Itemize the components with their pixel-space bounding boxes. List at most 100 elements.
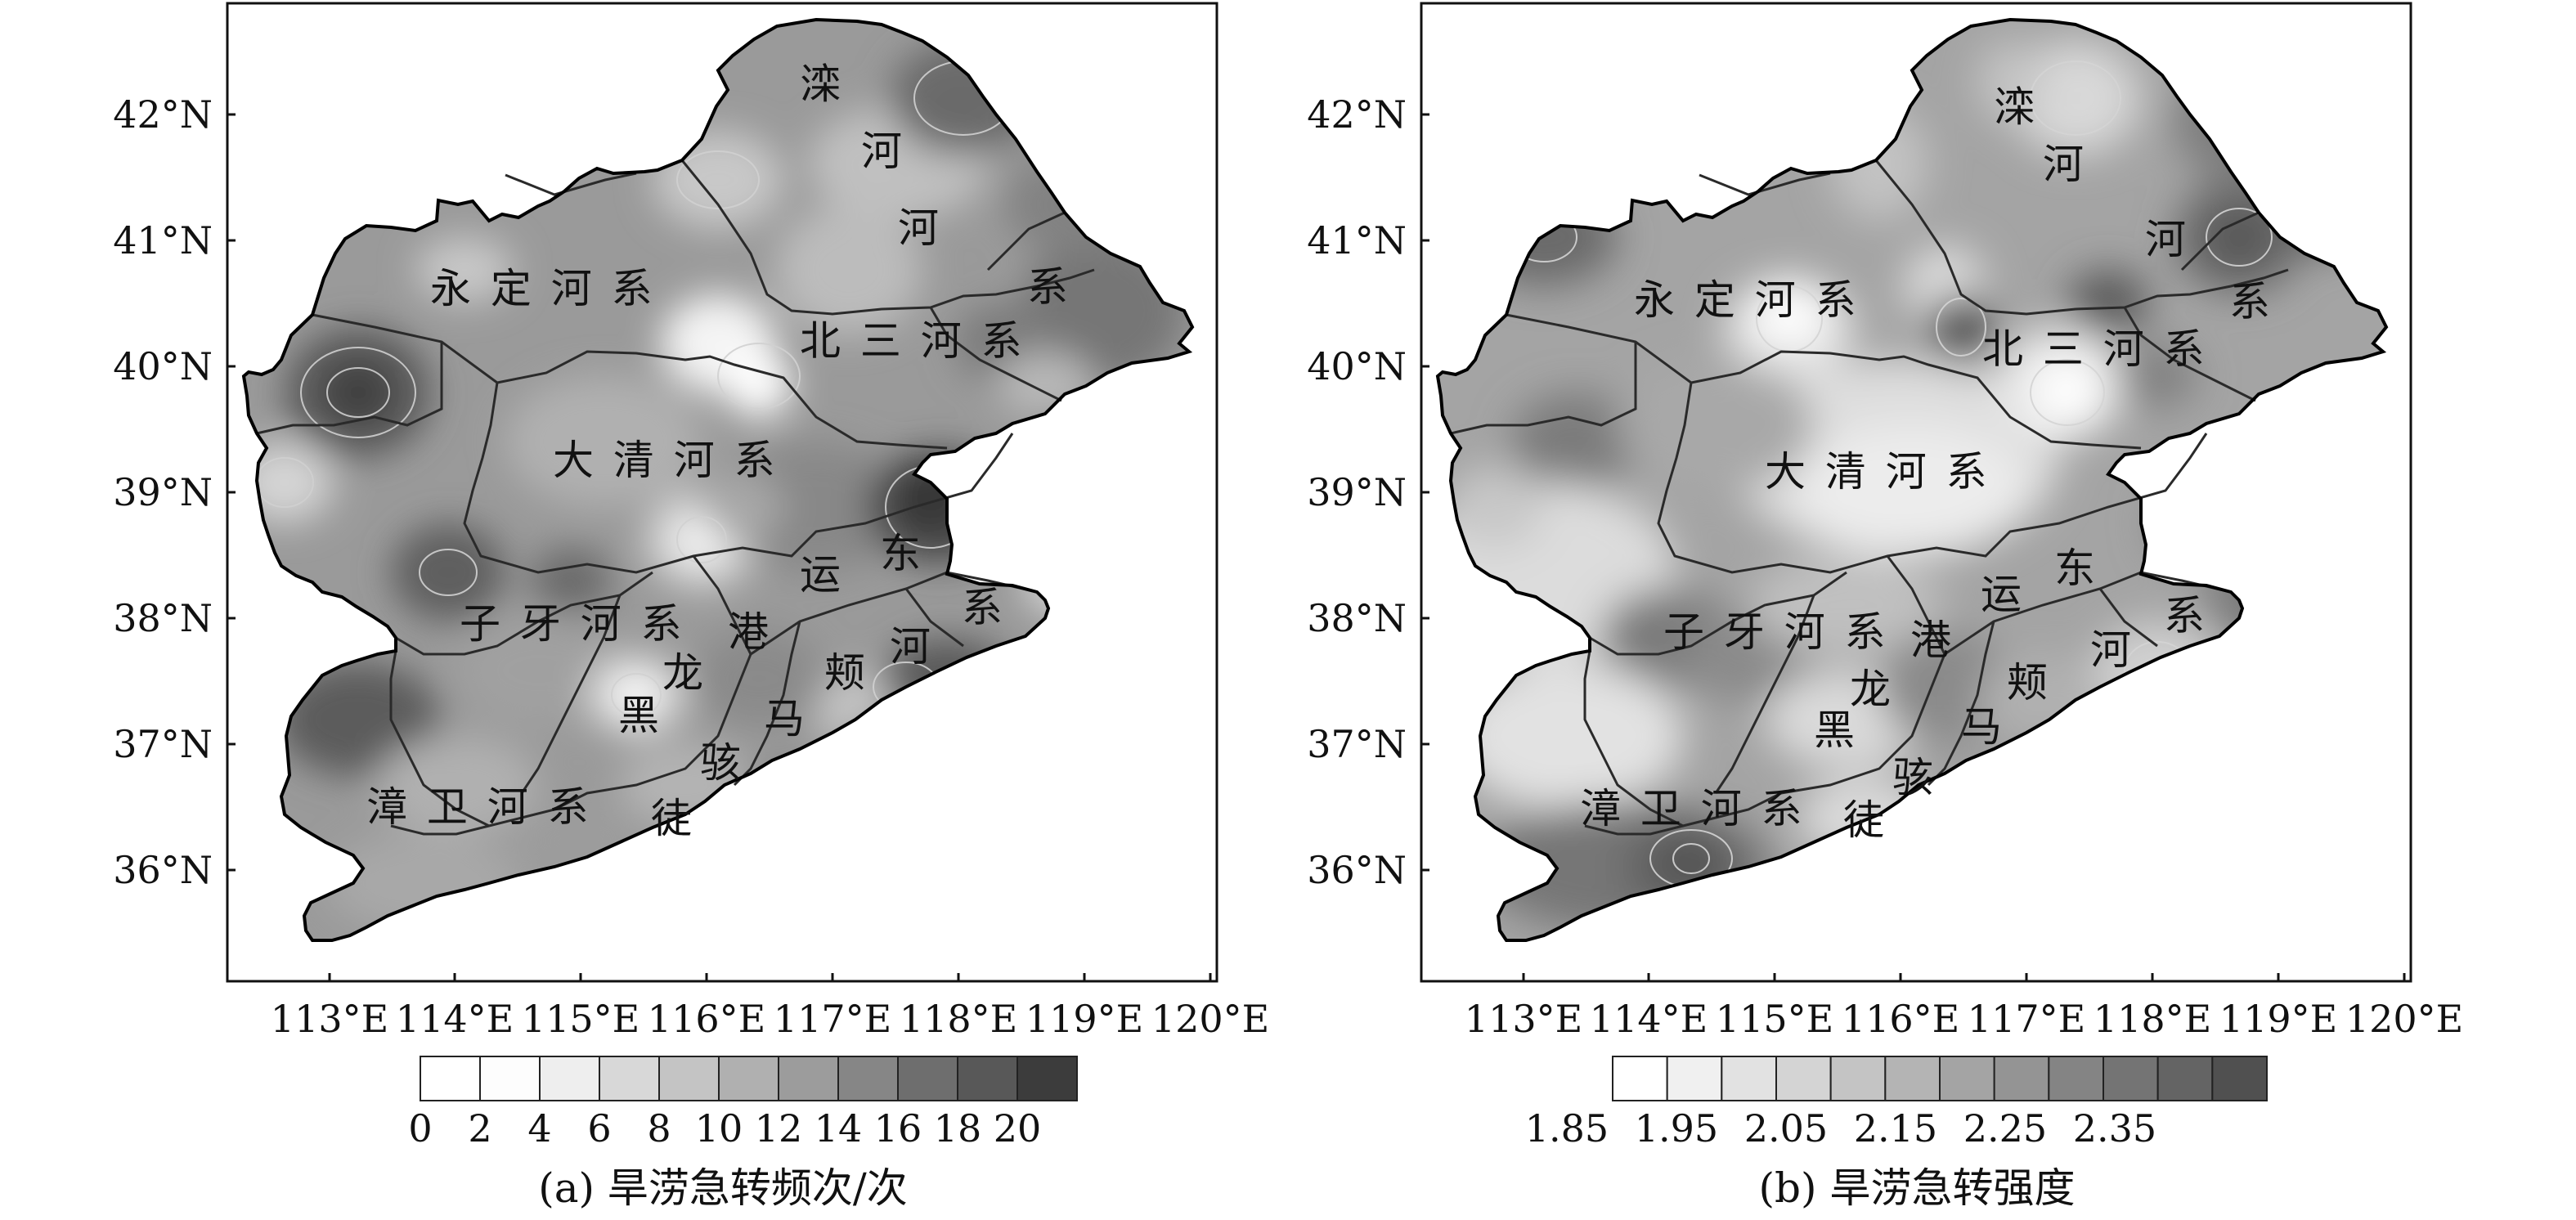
region-label-ziya: 子 牙 河 系 [1663,608,1889,656]
region-label-hai: 骇 [700,739,744,787]
colorbar-swatch [1721,1056,1778,1101]
colorbar-swatch [1939,1056,1995,1101]
region-label-hei: 黑 [618,692,662,739]
x-tick-label: 120°E [1151,997,1269,1041]
region-label-dong: 东 [880,530,924,577]
x-axis: 113°E 114°E 115°E 116°E 117°E 118°E 119°… [1465,973,2463,1041]
colorbar-label: 2 [468,1106,491,1150]
region-label-hai: 骇 [1892,754,1936,801]
subbasin-boundaries [256,159,1095,836]
colorbar-swatch [2048,1056,2104,1101]
panel-caption: (b) 旱涝急转强度 [1759,1164,2076,1212]
x-tick-label: 116°E [1842,997,1959,1041]
y-tick-label: 41°N [1307,218,1407,262]
y-tick-label: 37°N [1307,722,1407,766]
colorbar-swatch [718,1056,779,1101]
region-label-luan-2: 河 [861,128,905,175]
colorbar-label: 8 [647,1106,671,1150]
colorbar-swatch [2211,1056,2268,1101]
y-tick-label: 38°N [1307,596,1407,640]
subbasin-boundaries [1450,159,2289,836]
colorbar-swatch [897,1056,958,1101]
region-label-jia: 颊 [2007,659,2051,706]
x-tick-label: 117°E [1968,997,2085,1041]
region-label-tu: 徒 [1843,796,1887,844]
region-label-luan-4: 系 [2229,278,2273,325]
y-tick-label: 37°N [113,722,213,766]
x-tick-label: 113°E [271,997,388,1041]
y-tick-label: 36°N [113,848,213,892]
region-label-dong: 东 [2054,545,2098,592]
y-tick-label: 42°N [113,92,213,137]
y-axis: 42°N 41°N 40°N 39°N 38°N 37°N 36°N [1307,92,1429,892]
colorbar-swatch [539,1056,600,1101]
region-label-gang: 港 [728,608,772,656]
x-tick-label: 114°E [396,997,514,1041]
region-label-luan-2: 河 [2043,141,2087,188]
x-tick-label: 117°E [774,997,891,1041]
colorbar-label: 12 [755,1106,803,1150]
region-label-jia: 颊 [824,649,868,697]
x-tick-label: 118°E [2094,997,2211,1041]
colorbar-label: 2.25 [1963,1106,2047,1150]
region-label-daqing: 大 清 河 系 [553,437,779,484]
x-tick-label: 120°E [2345,997,2463,1041]
colorbar-swatch [1775,1056,1832,1101]
region-label-hei: 黑 [1814,706,1858,754]
x-tick-label: 118°E [900,997,1017,1041]
region-label-majia-he: 河 [890,623,934,671]
y-tick-label: 36°N [1307,848,1407,892]
region-label-beisan: 北 三 河 系 [800,317,1025,365]
region-label-luan-3: 河 [898,204,942,252]
colorbar-swatch [1829,1056,1887,1101]
colorbar-swatch [479,1056,541,1101]
region-label-ma: 马 [764,695,808,742]
colorbar-label: 10 [695,1106,743,1150]
region-label-yun: 运 [1981,571,2025,618]
colorbar-labels: 0 2 4 6 8 10 12 14 16 18 20 [408,1106,1041,1150]
colorbar-swatch [1884,1056,1941,1101]
region-label-ziya: 子 牙 河 系 [460,600,685,648]
x-tick-label: 119°E [2219,997,2337,1041]
region-label-luan-3: 河 [2145,216,2189,263]
colorbar-swatch [420,1056,481,1101]
panel-b: 滦 河 河 系 永 定 河 系 北 三 河 系 大 清 河 系 子 牙 河 系 … [1307,2,2463,1212]
colorbar [1612,1056,2268,1101]
region-label-zhangwei: 漳 卫 河 系 [1580,785,1806,832]
colorbar-swatch [2103,1056,2159,1101]
colorbar-label: 4 [527,1106,551,1150]
region-label-yongding: 永 定 河 系 [430,265,656,312]
y-tick-label: 40°N [113,344,213,388]
y-axis: 42°N 41°N 40°N 39°N 38°N 37°N 36°N [113,92,236,892]
y-tick-label: 41°N [113,218,213,262]
colorbar-label: 1.95 [1635,1106,1718,1150]
region-label-yun: 运 [800,551,844,599]
colorbar-swatch [599,1056,660,1101]
region-label-beisan: 北 三 河 系 [1982,325,2208,373]
region-label-yundong-xi: 系 [2164,592,2208,639]
colorbar-label: 2.15 [1854,1106,1937,1150]
colorbar-label: 6 [587,1106,611,1150]
colorbar-label: 1.85 [1525,1106,1609,1150]
x-tick-label: 119°E [1025,997,1143,1041]
x-tick-label: 115°E [1716,997,1833,1041]
y-tick-label: 42°N [1307,92,1407,137]
x-tick-label: 113°E [1465,997,1582,1041]
x-tick-label: 116°E [648,997,765,1041]
region-label-luan-1: 滦 [800,61,844,108]
region-labels: 滦 河 河 系 永 定 河 系 北 三 河 系 大 清 河 系 子 牙 河 系 … [366,61,1071,842]
colorbar-swatch [1016,1056,1078,1101]
region-label-daqing: 大 清 河 系 [1765,448,1990,496]
colorbar-swatch [2156,1056,2214,1101]
y-tick-label: 39°N [1307,470,1407,514]
x-axis: 113°E 114°E 115°E 116°E 117°E 118°E 119°… [271,973,1269,1041]
colorbar-labels: 1.85 1.95 2.05 2.15 2.25 2.35 [1525,1106,2156,1150]
region-label-ma: 马 [1961,703,2005,751]
region-label-tu: 徒 [651,795,695,842]
region-label-luan-4: 系 [1027,263,1071,311]
colorbar-label: 2.05 [1744,1106,1828,1150]
colorbar [420,1056,1078,1101]
region-label-yongding: 永 定 河 系 [1634,276,1860,324]
colorbar-swatch [1993,1056,2050,1101]
